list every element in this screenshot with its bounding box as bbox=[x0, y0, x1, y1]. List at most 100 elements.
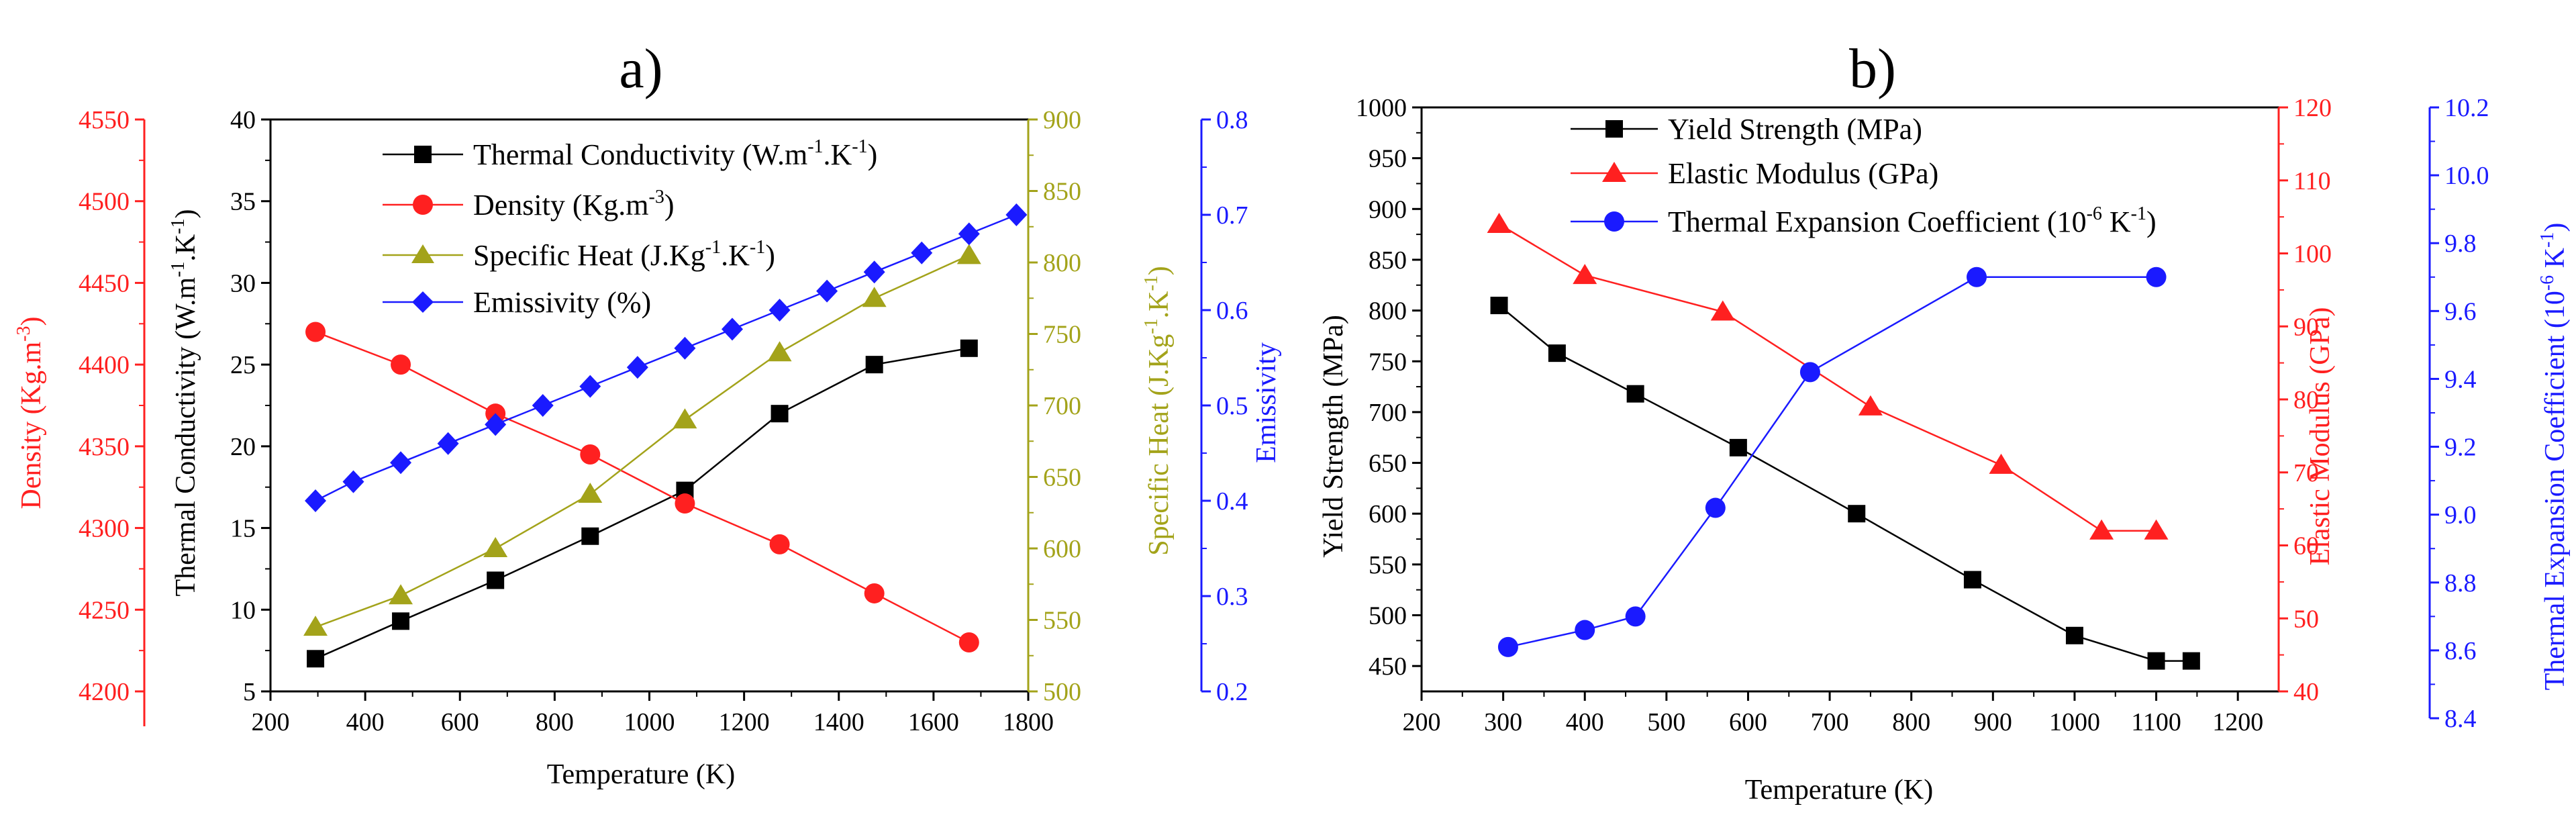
thermal-expansion-point bbox=[1799, 362, 1820, 383]
elastic-modulus-axis-tick-label: 50 bbox=[2293, 605, 2319, 633]
emissivity-point bbox=[532, 394, 554, 417]
thermal-conductivity-axis-tick-label: 35 bbox=[230, 188, 256, 216]
panel-a-x-axis-tick-label: 400 bbox=[346, 708, 385, 736]
emissivity-point bbox=[721, 318, 743, 341]
specific-heat-point bbox=[862, 287, 887, 307]
yield-strength-axis-label: Yield Strength (MPa) bbox=[1318, 315, 1349, 558]
density-point bbox=[391, 354, 411, 375]
emissivity-point bbox=[626, 356, 648, 379]
panel-b-x-axis-tick-label: 600 bbox=[1729, 708, 1767, 736]
density-axis-label: Density (Kg.m-3) bbox=[13, 317, 47, 509]
specific-heat-point bbox=[483, 537, 508, 557]
yield-strength-point bbox=[1848, 505, 1866, 523]
specific-heat-point bbox=[578, 483, 603, 503]
legend-density-label: Density (Kg.m-3) bbox=[473, 187, 675, 222]
panel-a-series bbox=[303, 203, 1028, 668]
thermal-expansion-axis-tick-label: 9.8 bbox=[2444, 230, 2477, 258]
yield-strength-axis-tick-label: 500 bbox=[1369, 602, 1407, 630]
yield-strength-axis-tick-label: 600 bbox=[1369, 500, 1407, 528]
yield-strength-axis-tick-label: 750 bbox=[1369, 348, 1407, 376]
legend-density-marker bbox=[413, 195, 433, 215]
yield-strength-axis-tick-label: 800 bbox=[1369, 297, 1407, 326]
panel-a-legend: Thermal Conductivity (W.m-1.K-1) Density… bbox=[383, 136, 877, 319]
panel-b-x-axis-tick-label: 400 bbox=[1566, 708, 1604, 736]
yield-strength-point bbox=[2147, 652, 2165, 670]
elastic-modulus-axis-tick-label: 60 bbox=[2293, 532, 2319, 561]
specific-heat-axis-tick-label: 800 bbox=[1043, 249, 1081, 277]
thermal-expansion-axis-label: Thermal Expansion Coefficient (10-6 K-1) bbox=[2537, 223, 2571, 691]
thermal-expansion-axis-tick-label: 8.6 bbox=[2444, 637, 2477, 665]
emissivity-point bbox=[342, 470, 364, 493]
emissivity-point bbox=[305, 489, 327, 512]
emissivity-point bbox=[674, 336, 696, 360]
density-point bbox=[675, 493, 695, 514]
density-point bbox=[958, 632, 979, 652]
elastic-modulus-axis-tick-label: 110 bbox=[2293, 167, 2331, 195]
yield-strength-line bbox=[1498, 305, 2191, 662]
legend-expansion-label: Thermal Expansion Coefficient (10-6 K-1) bbox=[1668, 203, 2157, 238]
panel-a-x-axis-tick-label: 200 bbox=[252, 708, 290, 736]
yield-strength-point bbox=[2065, 626, 2083, 644]
specific-heat-axis-tick-label: 900 bbox=[1043, 106, 1081, 134]
density-point bbox=[769, 534, 790, 554]
density-point bbox=[305, 322, 326, 342]
legend-specific-heat-label: Specific Heat (J.Kg-1.K-1) bbox=[473, 237, 775, 272]
emissivity-axis-tick-label: 0.6 bbox=[1216, 297, 1248, 325]
thermal-conductivity-point bbox=[960, 339, 978, 357]
emissivity-axis-tick-label: 0.4 bbox=[1216, 487, 1248, 516]
density-point bbox=[580, 444, 601, 465]
specific-heat-axis-tick-label: 600 bbox=[1043, 535, 1081, 563]
legend-tc-marker bbox=[414, 146, 432, 163]
thermal-expansion-line bbox=[1507, 276, 2157, 648]
legend-specific-heat-marker bbox=[411, 244, 434, 263]
legend-modulus-marker bbox=[1602, 162, 1626, 182]
thermal-expansion-axis-tick-label: 9.4 bbox=[2444, 365, 2477, 393]
thermal-conductivity-axis-tick-label: 30 bbox=[230, 269, 256, 297]
panel-a-x-axis-tick-label: 1200 bbox=[719, 708, 770, 736]
emissivity-axis-tick-label: 0.3 bbox=[1216, 583, 1248, 611]
elastic-modulus-point bbox=[1573, 264, 1597, 285]
density-axis-tick-label: 4500 bbox=[79, 188, 130, 216]
legend-modulus-label: Elastic Modulus (GPa) bbox=[1668, 157, 1938, 190]
yield-strength-point bbox=[1963, 571, 1981, 589]
density-axis-tick-label: 4400 bbox=[79, 351, 130, 379]
thermal-conductivity-axis-tick-label: 15 bbox=[230, 515, 256, 543]
thermal-expansion-point bbox=[1497, 636, 1518, 657]
thermal-expansion-point bbox=[1575, 620, 1595, 640]
thermal-conductivity-point bbox=[581, 527, 599, 545]
emissivity-axis-tick-label: 0.8 bbox=[1216, 106, 1248, 134]
emissivity-axis-label: Emissivity bbox=[1251, 342, 1282, 463]
thermal-conductivity-line bbox=[315, 347, 970, 660]
yield-strength-axis-tick-label: 550 bbox=[1369, 551, 1407, 579]
panel-a-ticks: 200 400 600 800 1000 1200 1400 1600 1800 4200 4250… bbox=[79, 106, 1248, 736]
thermal-expansion-point bbox=[1705, 497, 1726, 518]
elastic-modulus-line bbox=[1498, 223, 2157, 532]
thermal-expansion-point bbox=[1625, 606, 1646, 627]
panel-a-x-axis-tick-label: 1000 bbox=[624, 708, 675, 736]
elastic-modulus-point bbox=[1487, 213, 1512, 233]
yield-strength-point bbox=[1548, 344, 1566, 362]
thermal-expansion-point bbox=[2146, 266, 2167, 287]
panel-b-axes bbox=[1412, 106, 2439, 720]
panel-a: a) 200 400 600 800 1000 1200 1400 1600 1800 4200 4… bbox=[13, 38, 1282, 790]
elastic-modulus-axis-tick-label: 70 bbox=[2293, 459, 2319, 487]
emissivity-point bbox=[958, 222, 980, 246]
legend-yield-label: Yield Strength (MPa) bbox=[1668, 113, 1922, 146]
specific-heat-point bbox=[767, 341, 792, 362]
panel-b-x-axis-tick-label: 700 bbox=[1811, 708, 1849, 736]
panel-b-x-axis-tick-label: 300 bbox=[1484, 708, 1522, 736]
specific-heat-axis-tick-label: 650 bbox=[1043, 464, 1081, 492]
thermal-conductivity-point bbox=[307, 650, 325, 668]
panel-b-x-label: Temperature (K) bbox=[1745, 775, 1933, 806]
elastic-modulus-axis-label: Elastic Modulus (GPa) bbox=[2305, 307, 2336, 566]
emissivity-point bbox=[816, 279, 838, 303]
thermal-expansion-axis-tick-label: 10.2 bbox=[2444, 94, 2489, 122]
panel-a-axes bbox=[135, 118, 1211, 726]
elastic-modulus-point bbox=[1989, 453, 2014, 474]
emissivity-axis-tick-label: 0.2 bbox=[1216, 678, 1248, 706]
panel-b: b) 200 300 400 500 600 700 800 900 1000 1100 1200 4… bbox=[1318, 38, 2571, 806]
elastic-modulus-axis-tick-label: 100 bbox=[2293, 240, 2332, 269]
thermal-expansion-axis-tick-label: 10.0 bbox=[2444, 162, 2489, 190]
panel-b-x-axis-tick-label: 900 bbox=[1974, 708, 2012, 736]
